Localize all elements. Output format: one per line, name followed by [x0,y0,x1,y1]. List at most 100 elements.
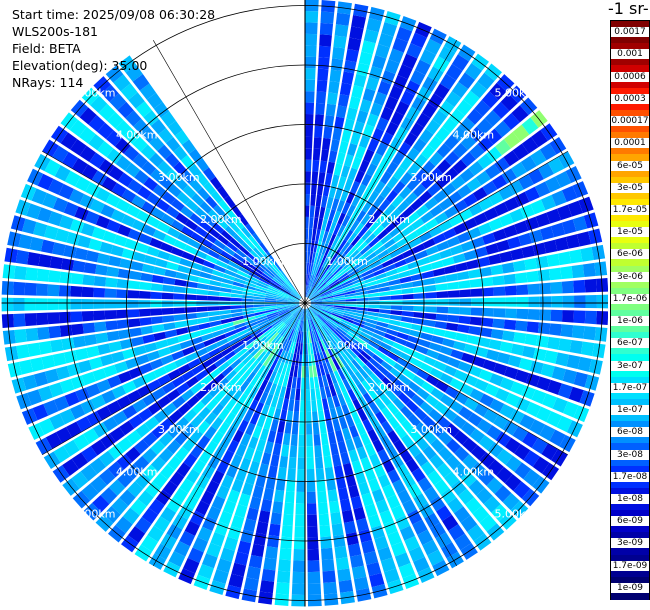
ray-bin [266,534,280,548]
ray-bin [369,572,385,588]
ray-bin [435,380,449,393]
ray-bin [379,309,391,314]
ray-bin [89,199,105,214]
ray-bin [442,514,459,531]
ray-bin [294,307,302,318]
ray-bin [456,271,470,281]
ray-bin [218,510,233,526]
ray-bin [98,468,116,486]
ray-bin [436,143,452,158]
ray-bin [503,112,520,130]
ray-bin [55,365,70,380]
ray-bin [320,386,327,400]
ray-bin [286,410,294,423]
ray-bin [468,268,481,279]
ray-bin [130,498,147,516]
colorbar-tick-label: 1e-09 [611,582,649,593]
ray-bin [199,327,212,336]
ray-bin [302,354,305,367]
ray-bin [388,319,401,327]
ray-bin [240,433,252,447]
ray-bin [306,286,312,298]
ray-bin [246,566,261,580]
ray-bin [381,420,394,435]
ray-bin [260,275,272,283]
ray-bin [356,446,368,460]
ray-bin [305,22,318,35]
ray-bin [384,333,397,342]
ray-bin [331,235,340,248]
ray-bin [275,348,283,361]
ray-bin [466,334,480,345]
ray-bin [207,295,220,301]
ray-bin [308,320,312,332]
ray-bin [243,383,254,396]
ray-bin [131,219,146,232]
ray-bin [387,469,401,484]
ray-bin [433,360,447,372]
ray-bin [569,249,583,264]
azimuth-spoke [304,151,568,304]
ray-bin [128,92,145,109]
ray-bin [496,466,513,484]
ray-bin [342,284,355,291]
ray-bin [220,250,233,260]
ray-bin [328,185,337,198]
ray-bin [141,127,157,143]
ray-bin [318,254,325,266]
ray-bin [321,306,334,310]
ray-bin [297,319,302,332]
ray-bin [429,225,443,238]
ray-bin [371,332,384,342]
ray-bin [401,288,414,294]
ray-bin [329,442,339,456]
ray-bin [270,281,281,289]
ray-bin [74,206,90,221]
ray-bin [549,429,566,447]
ray-bin [334,187,343,200]
ray-bin [270,395,279,408]
ray-bin [307,287,314,298]
ray-bin [266,310,278,316]
ray-bin [492,318,505,329]
ray-bin [232,429,244,443]
ray-bin [249,412,260,426]
ray-bin [342,391,352,404]
ray-bin [296,308,303,319]
ray-bin [504,308,517,319]
ray-bin [88,115,106,132]
ray-bin [308,307,318,317]
ray-bin [450,349,464,360]
ray-bin [518,174,534,190]
ray-bin [338,354,348,367]
ray-bin [451,125,468,142]
ray-bin [215,259,228,269]
ray-bin [332,288,344,295]
ray-bin [307,320,310,332]
ray-bin [489,373,504,387]
ray-bin [484,110,502,127]
ray-bin [371,264,384,273]
ray-bin [382,337,395,347]
ray-bin [573,279,586,293]
ray-bin [283,282,293,292]
ray-bin [375,142,388,157]
ray-bin [146,350,161,362]
ray-bin [341,202,351,215]
ray-bin [404,254,418,264]
ray-bin [168,343,182,354]
ray-bin [342,378,352,391]
ray-bin [459,289,472,298]
ray-bin [337,93,350,107]
ray-bin [250,346,261,357]
ray-bin [308,274,313,287]
ray-bin [384,96,399,111]
ray-bin [293,548,305,561]
ray-bin [307,560,320,573]
ray-bin [176,462,191,478]
ray-bin [85,210,100,225]
ray-bin [305,33,318,46]
ray-bin [321,559,335,572]
ray-bin [218,296,231,301]
ray-bin [197,435,211,449]
